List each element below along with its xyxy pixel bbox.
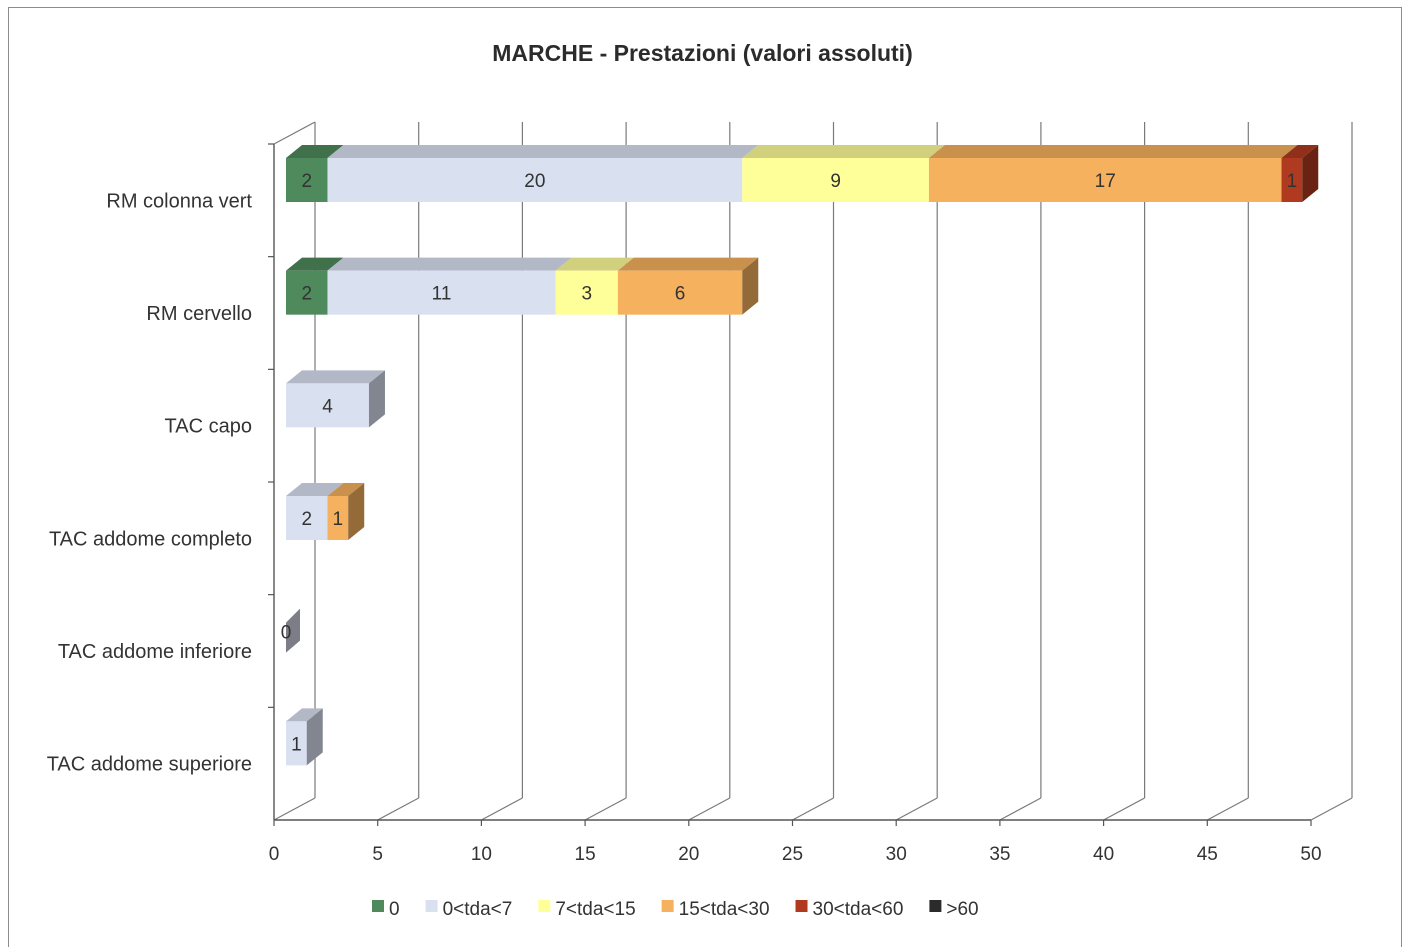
- floor-gridline: [273, 797, 316, 821]
- bar-segment-top: [327, 483, 365, 496]
- category-label: TAC addome inferiore: [58, 641, 252, 663]
- bar-segment-side: [742, 257, 759, 315]
- x-tick-label: 45: [1197, 844, 1218, 865]
- x-tick-label: 5: [372, 844, 383, 865]
- bar-segment: [286, 721, 307, 766]
- x-tick-label: 30: [886, 844, 907, 865]
- data-label: 11: [432, 284, 452, 305]
- data-label: 0: [281, 623, 292, 644]
- bar-segment: [286, 383, 369, 428]
- x-tick-label: 15: [575, 844, 596, 865]
- category-label: RM cervello: [146, 303, 252, 325]
- floor-gridline: [584, 797, 627, 821]
- bar-segment-side: [368, 370, 385, 428]
- legend-swatch: [661, 900, 674, 912]
- bar-segment-top: [742, 145, 945, 158]
- x-tick-label: 50: [1300, 844, 1321, 865]
- data-label: 2: [301, 509, 312, 530]
- bar-segment-side: [306, 708, 323, 766]
- bar-segment: [742, 158, 929, 202]
- data-label: 9: [830, 171, 841, 192]
- bar-segment-top: [286, 257, 344, 271]
- legend-swatch: [538, 900, 551, 912]
- legend-label: 30<tda<60: [813, 899, 904, 920]
- bar-segment: [286, 158, 328, 202]
- bar-segment-top: [928, 145, 1298, 158]
- side-wall-top: [273, 121, 316, 145]
- bar-segment-top: [555, 257, 634, 271]
- x-tick-label: 35: [989, 844, 1010, 865]
- bar-segment: [928, 158, 1282, 202]
- bar-segment: [1281, 158, 1303, 202]
- data-label: 2: [301, 284, 312, 305]
- category-label: RM colonna vert: [106, 190, 252, 212]
- data-label: 1: [291, 734, 302, 755]
- bar-segment: [327, 270, 556, 315]
- bar-segment-top: [286, 708, 323, 722]
- floor-gridline: [999, 797, 1042, 821]
- bar-segment-side: [348, 483, 365, 540]
- legend-label: 0: [389, 899, 400, 920]
- data-label: 3: [581, 284, 592, 305]
- bar-segment: [286, 270, 328, 315]
- floor-gridline: [688, 797, 731, 821]
- bar-segment-top: [327, 257, 572, 271]
- legend-swatch: [795, 900, 808, 912]
- data-label: 1: [1287, 171, 1298, 192]
- bar-segment: [555, 270, 618, 315]
- floor-gridline: [1103, 797, 1145, 821]
- floor-gridline: [377, 797, 419, 821]
- bar-segment-top: [327, 145, 759, 158]
- bar-segment-top: [286, 483, 344, 496]
- legend-label: >60: [946, 899, 978, 920]
- data-label: 20: [524, 171, 545, 192]
- x-tick-label: 0: [269, 844, 280, 865]
- data-label: 1: [333, 509, 344, 530]
- x-tick-label: 25: [782, 844, 803, 865]
- data-label: 2: [301, 171, 312, 192]
- bar-segment-top: [286, 145, 344, 158]
- category-label: TAC addome completo: [49, 528, 252, 550]
- floor-gridline: [895, 797, 938, 821]
- data-label: 6: [675, 284, 686, 305]
- legend-label: 0<tda<7: [443, 899, 513, 920]
- chart-title: MARCHE - Prestazioni (valori assoluti): [492, 40, 913, 66]
- bar-segment-top: [617, 257, 759, 271]
- legend-swatch: [372, 900, 384, 912]
- bar-segment-top: [1281, 145, 1319, 158]
- bar-segment: [286, 608, 300, 653]
- legend-label: 15<tda<30: [679, 899, 770, 920]
- floor-gridline: [1207, 797, 1249, 821]
- floor-gridline: [792, 797, 834, 821]
- bar-segment: [327, 158, 743, 202]
- floor-gridline: [481, 797, 523, 821]
- x-tick-label: 10: [471, 844, 492, 865]
- bar-segment: [286, 496, 328, 540]
- data-label: 4: [322, 396, 333, 417]
- bar-segment: [617, 270, 743, 315]
- category-label: TAC addome superiore: [47, 754, 252, 776]
- x-tick-label: 40: [1093, 844, 1114, 865]
- data-label: 17: [1095, 171, 1116, 192]
- category-label: TAC capo: [165, 416, 252, 438]
- bar-segment: [327, 496, 349, 540]
- legend-label: 7<tda<15: [555, 899, 635, 920]
- legend-swatch: [929, 900, 942, 912]
- legend-swatch: [425, 900, 438, 912]
- bar-segment-side: [1302, 145, 1319, 202]
- floor-gridline: [1310, 797, 1353, 821]
- x-tick-label: 20: [678, 844, 699, 865]
- bar-segment-top: [286, 370, 385, 384]
